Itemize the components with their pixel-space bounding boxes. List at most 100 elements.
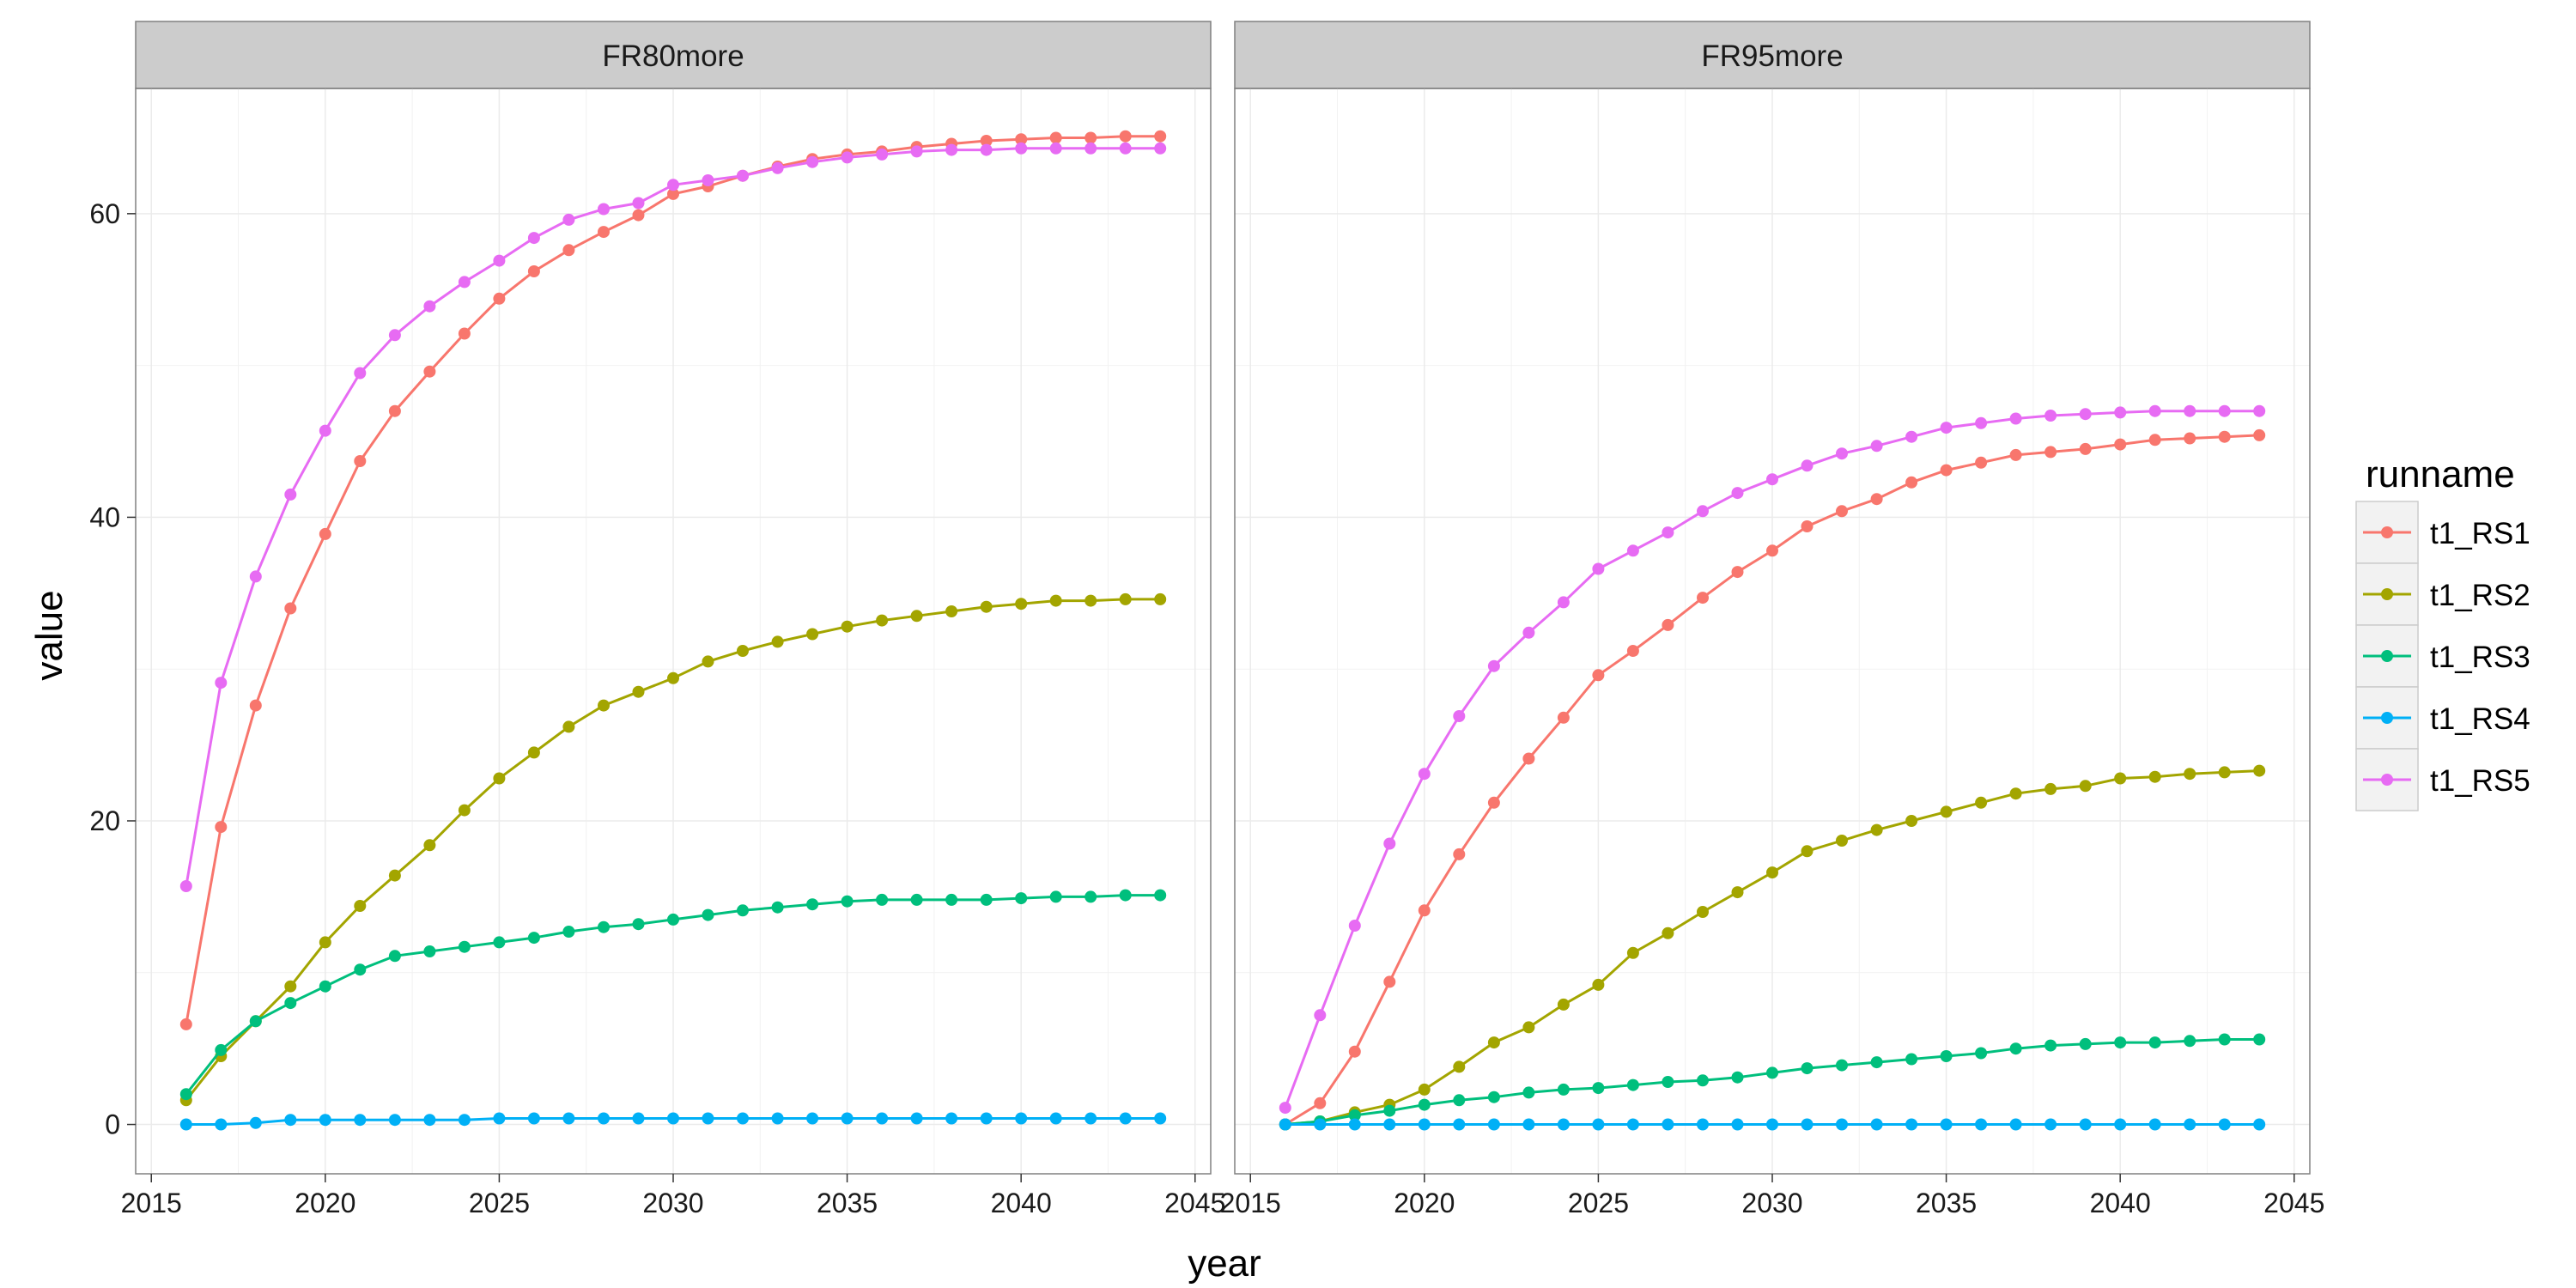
data-point [771,901,784,914]
data-point [1836,1118,1848,1131]
data-point [598,699,610,712]
data-point [2079,442,2092,455]
data-point [1592,978,1605,991]
data-point [1453,1060,1466,1073]
x-tick-label: 2025 [469,1188,530,1218]
data-point [1119,1112,1132,1125]
data-point [1626,645,1639,657]
data-point [493,292,506,305]
data-point [945,143,958,156]
data-point [1697,592,1709,605]
data-point [423,300,436,313]
data-point [598,226,610,239]
data-point [2218,404,2231,417]
data-point [249,1116,262,1129]
data-point [1801,459,1814,472]
data-point [1626,946,1639,959]
data-point [2114,1036,2127,1049]
data-point [1119,130,1132,143]
x-tick-label: 2020 [1394,1188,1455,1218]
data-point [1154,142,1167,155]
data-point [771,635,784,648]
data-point [1348,1118,1361,1131]
data-point [215,821,228,834]
data-point [1119,592,1132,605]
data-point [945,893,958,906]
data-point [1662,1076,1674,1088]
data-point [284,1114,297,1127]
data-point [215,1118,228,1131]
data-point [1383,975,1396,988]
y-tick-label: 0 [105,1109,120,1140]
data-point [2148,1118,2161,1131]
data-point [354,455,367,467]
data-point [1487,659,1500,672]
y-tick-label: 60 [89,198,120,229]
panel-series [179,130,1167,1131]
data-point [388,869,401,882]
data-point [1084,890,1097,903]
data-point [1731,886,1744,899]
data-point [1731,1118,1744,1131]
data-point [1870,1118,1883,1131]
panel-grid [136,88,1211,1174]
data-point [1697,906,1709,918]
data-point [1418,904,1431,917]
data-point [423,945,436,957]
data-point [2184,432,2196,445]
data-point [1905,1118,1918,1131]
data-point [2184,1118,2196,1131]
data-point [179,1088,192,1101]
data-point [980,893,993,906]
data-point [667,1112,679,1125]
data-point [284,488,297,501]
data-point [841,895,854,908]
data-point [876,1112,889,1125]
data-point [667,913,679,926]
data-point [1049,131,1062,144]
data-point [2079,408,2092,421]
data-point [1119,889,1132,902]
data-point [876,893,889,906]
data-point [179,1018,192,1030]
data-point [319,527,331,540]
data-point [1522,626,1535,639]
data-point [1049,1112,1062,1125]
data-point [493,1112,506,1125]
data-point [1154,592,1167,605]
data-point [598,1112,610,1125]
data-point [2114,406,2127,419]
data-point [1975,456,1988,469]
data-point [1662,927,1674,939]
data-point [1522,1086,1535,1099]
data-point [388,329,401,342]
data-point [2114,1118,2127,1131]
data-point [527,746,540,759]
data-point [562,244,575,257]
data-point [667,187,679,200]
data-point [1626,1078,1639,1091]
x-tick-label: 2035 [817,1188,878,1218]
data-point [806,898,819,911]
panel-fr80more: FR80more 2015 2020 2025 2030 2035 2040 2045 02… [89,21,1225,1218]
data-point [423,365,436,378]
data-point [702,908,714,921]
data-point [2253,428,2266,441]
data-point [632,197,645,210]
data-point [1975,1118,1988,1131]
panel-grid [1235,88,2310,1174]
data-point [1418,1083,1431,1096]
data-point [2079,1037,2092,1050]
data-point [1940,805,1953,818]
data-point [598,920,610,933]
panel-fr95more: FR95more 2015 2020 2025 2030 2035 2040 2045 [1220,21,2324,1218]
data-point [1522,1021,1535,1034]
x-tick-label: 2035 [1916,1188,1977,1218]
data-point [1453,848,1466,860]
data-point [1975,416,1988,429]
data-point [1487,1036,1500,1049]
legend-key-point [2381,774,2393,786]
data-point [1557,998,1570,1011]
y-tick-label: 20 [89,805,120,836]
data-point [527,232,540,245]
